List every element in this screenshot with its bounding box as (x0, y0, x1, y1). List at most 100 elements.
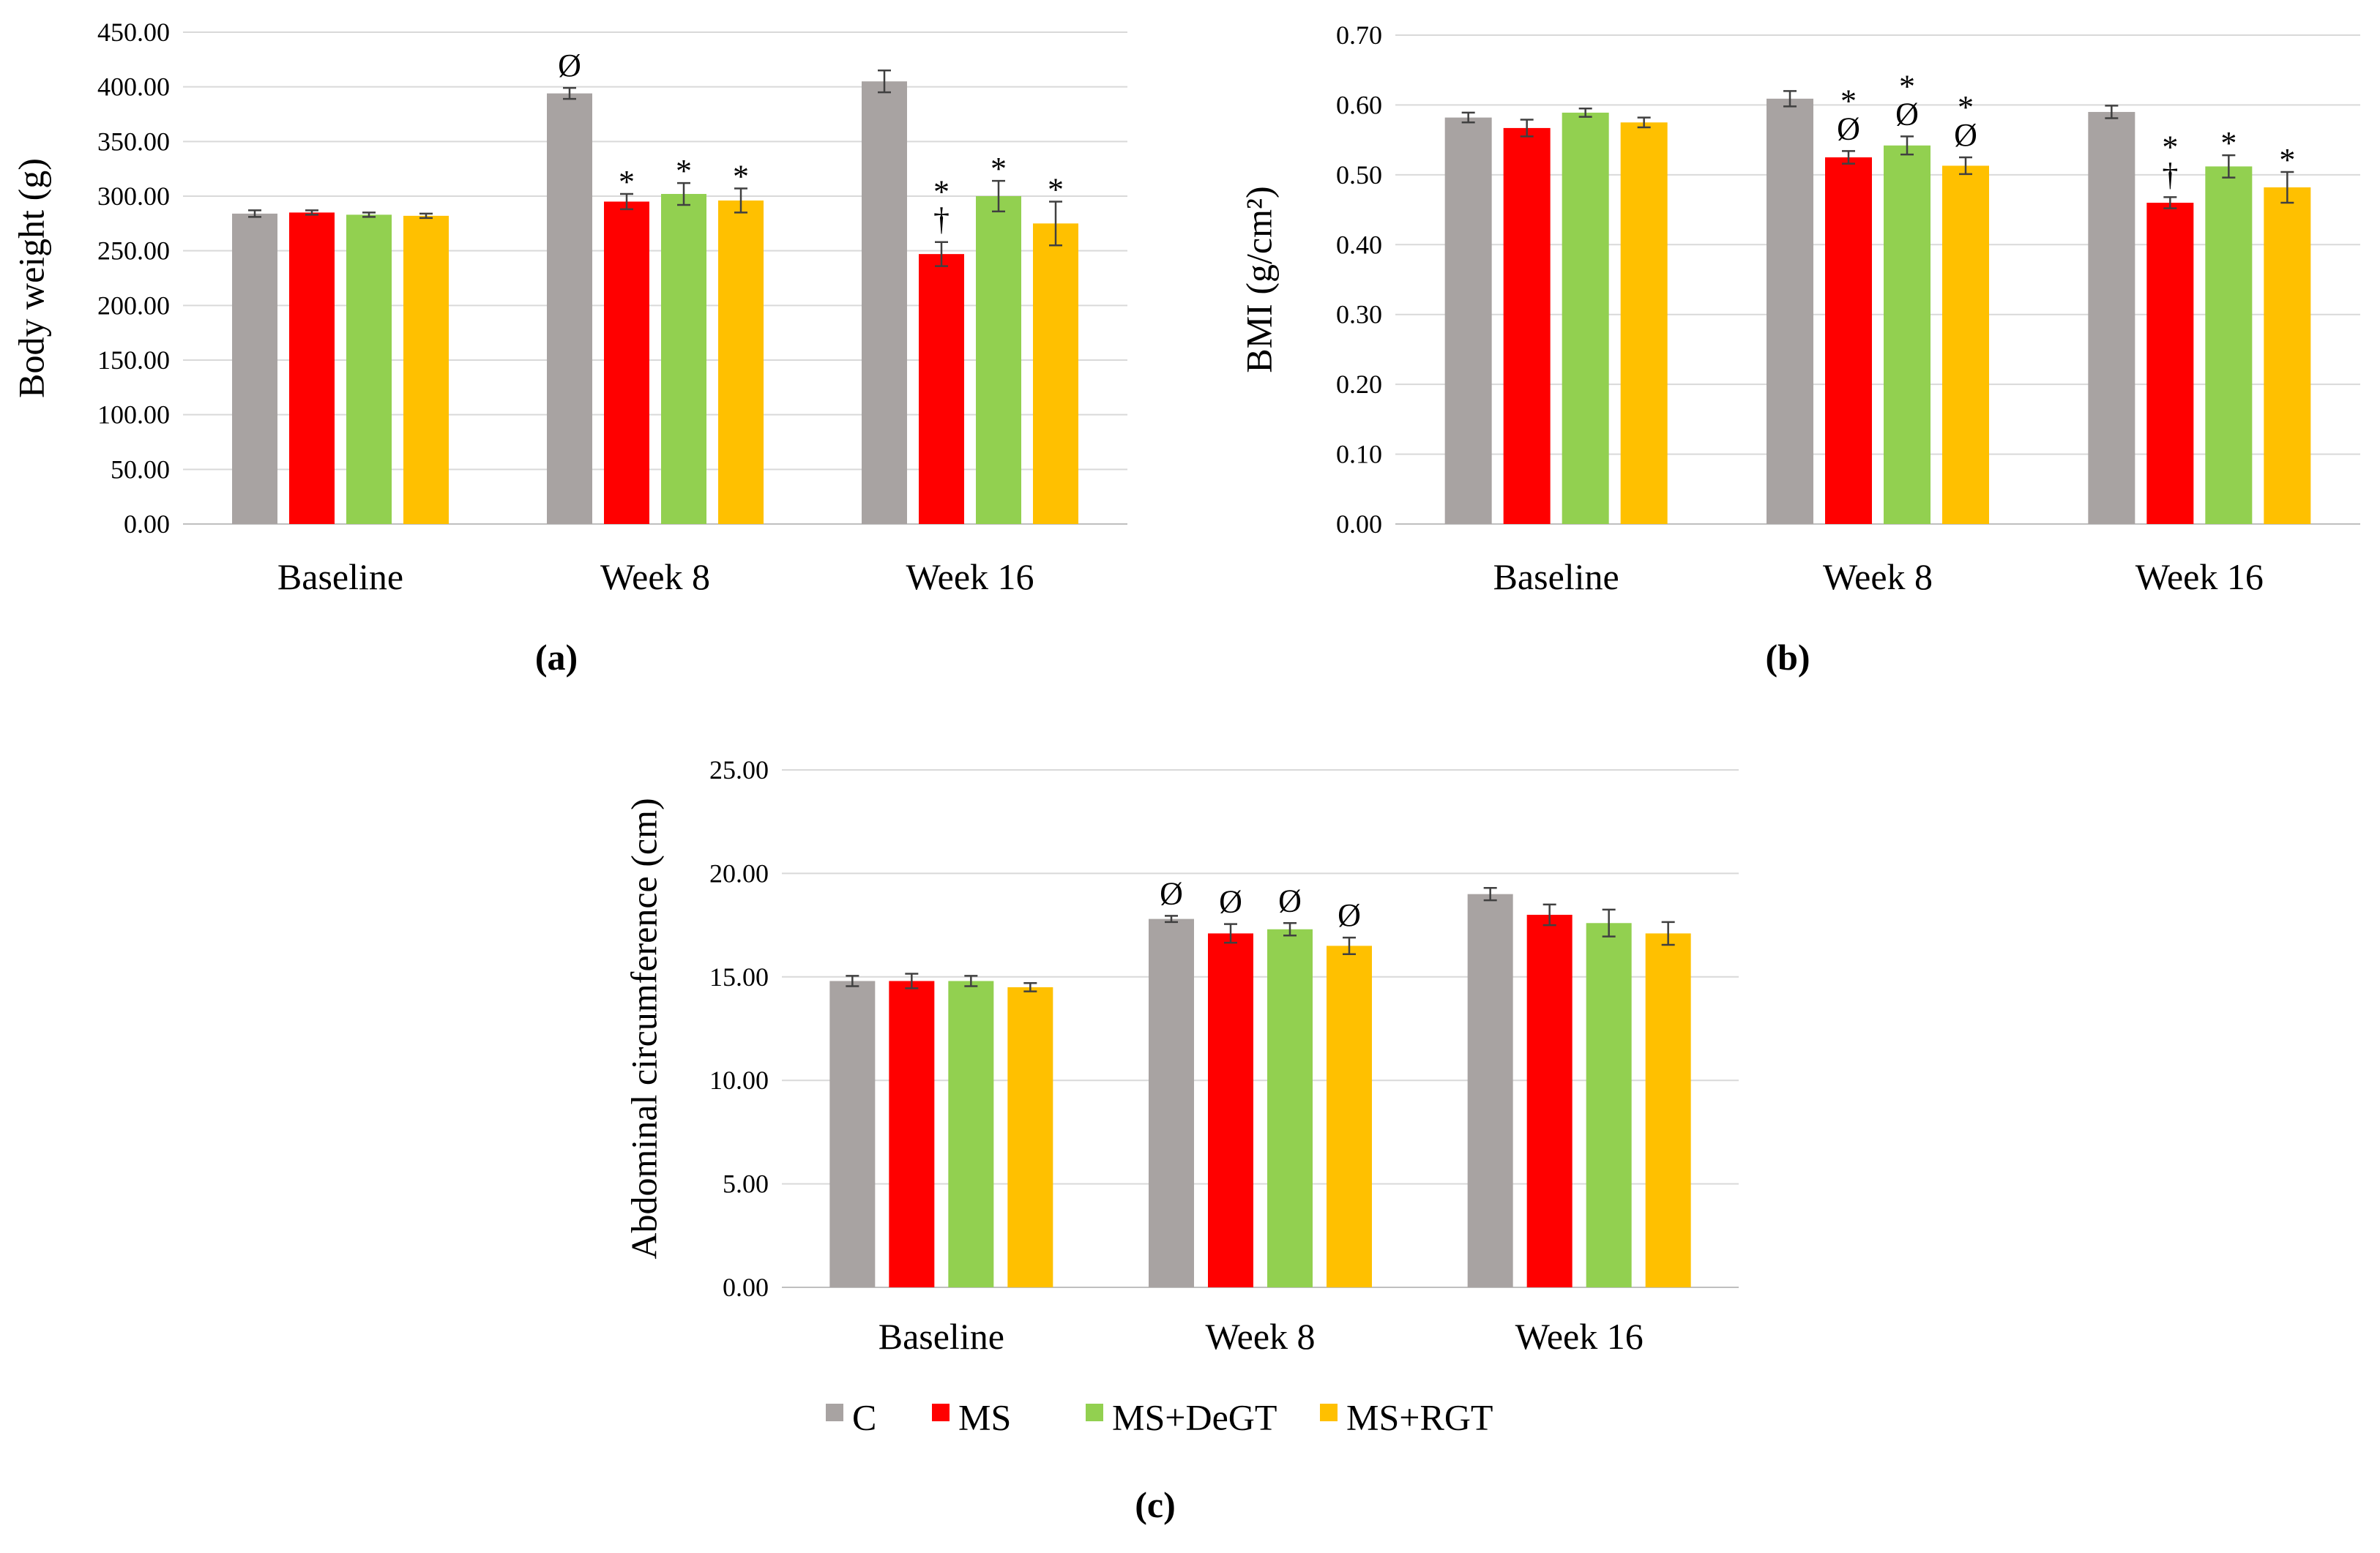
significance-mark: † (2162, 157, 2178, 192)
bar-ms-degt-week-16 (1586, 923, 1632, 1287)
chart-body-weight: 0.00 50.00 100.00 150.00 200.00 250.00 300.00 3… (10, 18, 1127, 597)
bar-ms-degt-week-8 (1267, 929, 1313, 1287)
significance-mark: * (933, 174, 950, 210)
error-bar (563, 86, 576, 100)
y-axis-label: BMI (g/cm²) (1238, 186, 1279, 373)
error-bar (2163, 196, 2177, 209)
bar-ms-rgt-week-16 (2264, 187, 2311, 524)
bar-c-week-8 (1149, 918, 1194, 1287)
bar-ms-week-16 (919, 254, 964, 524)
legend-swatch (826, 1404, 843, 1421)
y-tick-label: 10.00 (709, 1066, 769, 1095)
y-tick-label: 150.00 (97, 345, 170, 375)
y-tick-label: 100.00 (97, 400, 170, 430)
legend-swatch (932, 1404, 950, 1421)
significance-mark: * (676, 153, 692, 189)
error-bar (2222, 154, 2236, 179)
error-bar (1661, 921, 1675, 946)
y-tick-label: 0.60 (1336, 90, 1382, 119)
bar-c-baseline (829, 981, 876, 1287)
y-tick-label: 0.10 (1336, 440, 1382, 469)
significance-mark: * (1048, 171, 1064, 207)
x-tick-label: Baseline (878, 1316, 1004, 1357)
error-bar (734, 187, 747, 214)
y-tick-label: 50.00 (111, 454, 170, 484)
error-bar (1959, 156, 1972, 176)
error-bar (1165, 915, 1178, 924)
y-tick-label: 25.00 (709, 755, 769, 785)
significance-mark: Ø (1954, 117, 1977, 153)
bar-ms-week-16 (1526, 914, 1573, 1287)
error-bar (248, 209, 261, 218)
error-bar (1542, 903, 1556, 927)
bar-ms-rgt-week-16 (1033, 223, 1078, 524)
bar-ms-rgt-week-8 (718, 200, 764, 524)
y-tick-label: 200.00 (97, 291, 170, 320)
bar-ms-week-8 (604, 201, 649, 524)
panel-label-b: (b) (1765, 637, 1810, 678)
x-tick-label: Week 8 (600, 556, 710, 597)
significance-mark: Ø (1338, 897, 1361, 933)
significance-mark: Ø (1895, 96, 1919, 132)
legend-swatch (1320, 1404, 1338, 1421)
error-bar (419, 212, 433, 220)
y-tick-label: 15.00 (709, 962, 769, 992)
bar-ms-rgt-week-16 (1645, 933, 1691, 1287)
bar-ms-week-8 (1825, 157, 1872, 524)
x-tick-label: Week 16 (906, 556, 1034, 597)
bar-ms-rgt-baseline (1007, 987, 1053, 1287)
legend-label: C (852, 1396, 876, 1437)
error-bar (846, 975, 859, 987)
x-tick-label: Week 16 (1515, 1316, 1644, 1357)
chart-abdominal-circumference: 0.00 5.00 10.00 15.00 20.00 25.00 Abdominal ci… (623, 755, 1739, 1357)
significance-mark: † (933, 202, 950, 238)
bar-ms-degt-week-16 (976, 196, 1021, 524)
significance-mark: * (619, 164, 635, 200)
error-bar (1224, 923, 1237, 944)
significance-mark: Ø (1219, 884, 1242, 920)
bar-ms-baseline (889, 981, 935, 1287)
legend: C MS MS+DeGT MS+RGT (826, 1396, 1493, 1437)
bar-c-week-16 (2088, 111, 2135, 524)
x-tick-label: Baseline (277, 556, 403, 597)
significance-mark: * (733, 159, 749, 195)
y-tick-label: 0.00 (1336, 509, 1382, 539)
y-tick-label: 350.00 (97, 127, 170, 156)
legend-item-ms-degt: MS+DeGT (1086, 1396, 1277, 1437)
y-tick-label: 0.40 (1336, 230, 1382, 259)
legend-label: MS+DeGT (1112, 1396, 1277, 1437)
significance-mark: * (991, 151, 1007, 187)
error-bar (2105, 105, 2119, 119)
error-bar (905, 973, 919, 989)
error-bar (1842, 150, 1855, 165)
bar-ms-degt-week-8 (661, 194, 706, 524)
bar-ms-degt-week-8 (1884, 145, 1931, 524)
bar-ms-rgt-baseline (403, 215, 449, 524)
bar-ms-degt-week-16 (2205, 166, 2253, 525)
bar-ms-degt-baseline (346, 214, 392, 524)
bar-ms-degt-baseline (948, 981, 994, 1287)
error-bar (362, 212, 376, 218)
bar-c-week-8 (547, 93, 592, 525)
error-bar (1900, 135, 1914, 156)
bar-c-baseline (232, 213, 277, 524)
y-tick-label: 0.00 (723, 1273, 769, 1302)
x-tick-label: Week 8 (1823, 556, 1933, 597)
legend-item-ms-rgt: MS+RGT (1320, 1396, 1493, 1437)
error-bar (1343, 936, 1356, 955)
bar-ms-rgt-week-8 (1942, 165, 1989, 525)
panel-label-c: (c) (1135, 1484, 1176, 1525)
error-bar (1602, 908, 1616, 938)
error-bar (1283, 922, 1297, 937)
bar-ms-baseline (1503, 127, 1551, 525)
significance-mark: Ø (1837, 111, 1860, 146)
y-tick-label: 250.00 (97, 236, 170, 266)
bar-ms-baseline (289, 212, 335, 524)
legend-item-ms: MS (932, 1396, 1011, 1437)
error-bar (620, 192, 633, 211)
error-bar (964, 975, 978, 987)
error-bar (677, 182, 690, 206)
significance-mark: * (2162, 129, 2178, 165)
y-tick-label: 400.00 (97, 72, 170, 102)
